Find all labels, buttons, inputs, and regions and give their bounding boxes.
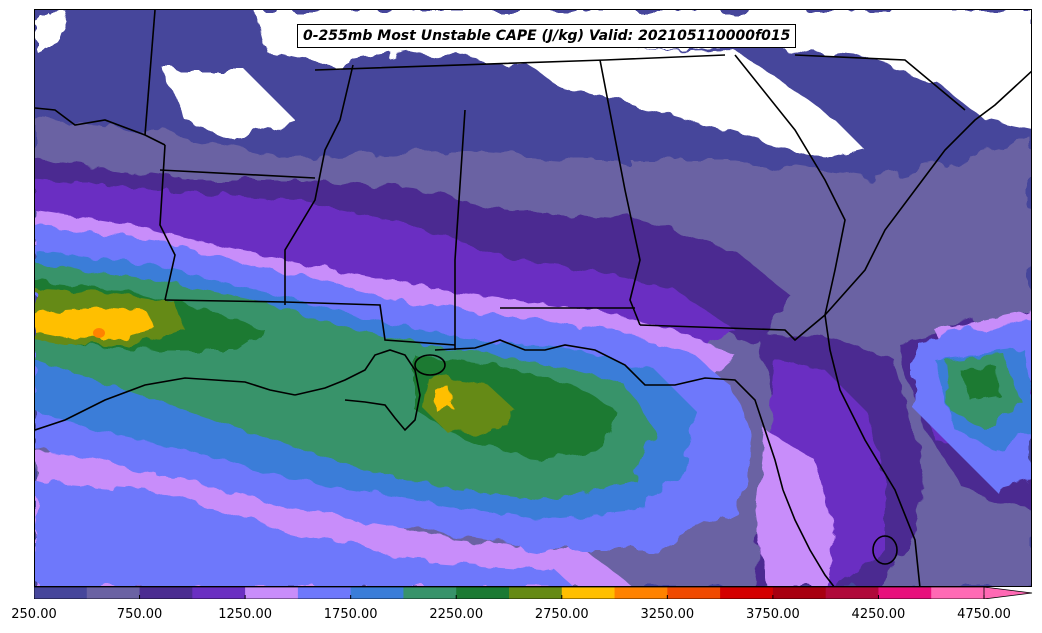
state-borders: [35, 10, 966, 350]
colorbar-segment: [350, 587, 404, 599]
colorbar-tick-label: 2750.00: [534, 607, 589, 622]
colorbar-segment: [509, 587, 563, 599]
cape-contours: [35, 10, 1031, 586]
cape-map: [35, 10, 1031, 586]
colorbar-segment: [86, 587, 141, 599]
colorbar-segment: [772, 587, 827, 599]
colorbar-segment: [931, 587, 985, 599]
colorbar-segment: [297, 587, 352, 599]
colorbar-segment: [561, 587, 616, 599]
colorbar-tick-label: 3750.00: [745, 607, 800, 622]
colorbar-segment: [667, 587, 721, 599]
colorbar-segment: [614, 587, 668, 599]
colorbar-tick-label: 4250.00: [851, 607, 906, 622]
colorbar-segment: [825, 587, 879, 599]
coastline: [35, 70, 1031, 586]
colorbar-tick-label: 750.00: [116, 607, 163, 622]
colorbar-tick-label: 2250.00: [429, 607, 484, 622]
map-panel: 0-255mb Most Unstable CAPE (J/kg) Valid:…: [34, 9, 1032, 587]
colorbar-segment: [245, 587, 299, 599]
colorbar-segment: [192, 587, 246, 599]
colorbar-extend-arrow: [983, 587, 1033, 599]
colorbar-tick-label: 1250.00: [218, 607, 272, 622]
colorbar-tick-label: 4750.00: [957, 607, 1011, 622]
map-title: 0-255mb Most Unstable CAPE (J/kg) Valid:…: [297, 24, 797, 48]
colorbar-segment: [139, 587, 193, 599]
colorbar-segment: [403, 587, 457, 599]
colorbar: [34, 587, 1033, 599]
colorbar-tick-label: 250.00: [11, 607, 57, 622]
colorbar-segment: [720, 587, 774, 599]
colorbar-segment: [34, 587, 88, 599]
colorbar-segment: [456, 587, 510, 599]
colorbar-tick-label: 3250.00: [640, 607, 695, 622]
colorbar-segment: [878, 587, 932, 599]
cape-band-3000: [93, 328, 105, 338]
cape-band-2750: [35, 307, 155, 340]
colorbar-tick-label: 1750.00: [323, 607, 378, 622]
